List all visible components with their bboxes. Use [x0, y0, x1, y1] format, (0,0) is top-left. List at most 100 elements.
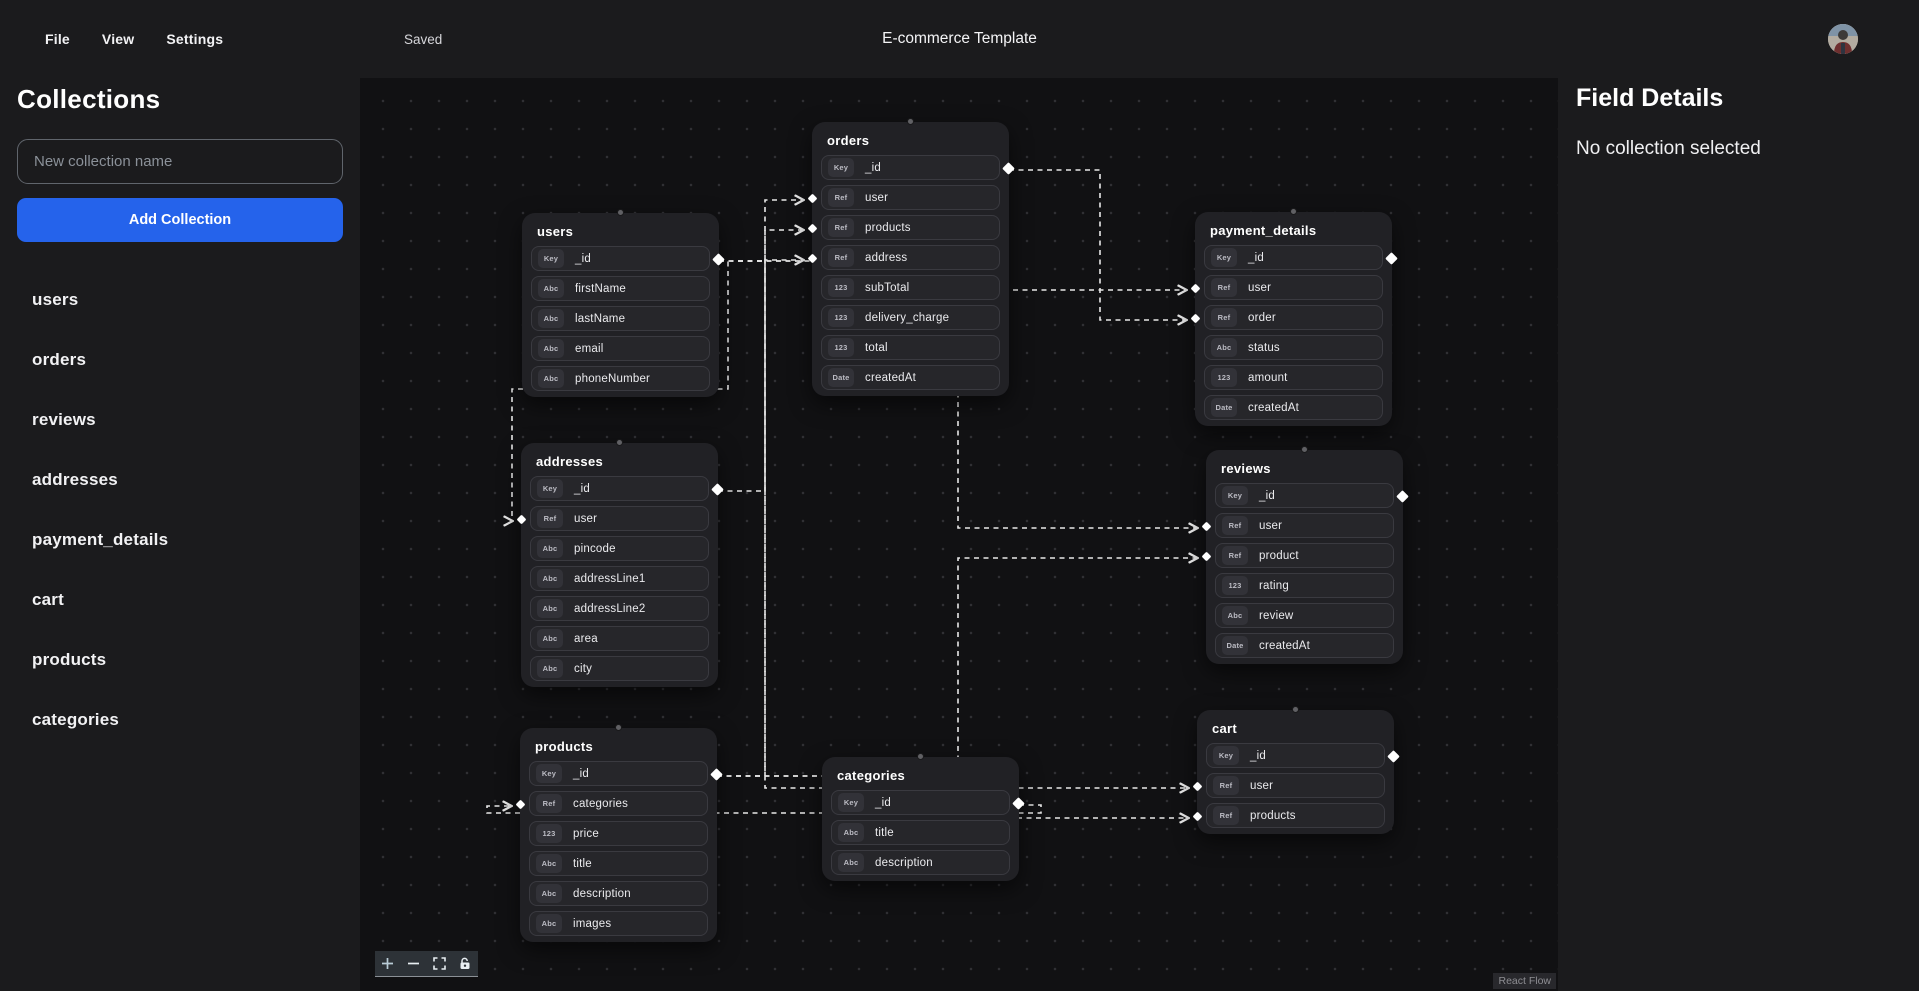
new-collection-input[interactable]	[17, 139, 343, 184]
field-row-cart-_id[interactable]: Key _id	[1206, 743, 1400, 768]
field-type-badge: Abc	[838, 823, 864, 842]
field-row-orders-createdAt[interactable]: Date createdAt	[821, 365, 1000, 390]
zoom-in-button[interactable]	[375, 951, 401, 976]
collection-node-reviews[interactable]: reviews Key _id Ref user Ref product 123 rating A…	[1201, 446, 1409, 664]
field-label: delivery_charge	[865, 311, 950, 324]
collection-node-categories[interactable]: categories Key _id Abc title Abc description	[822, 753, 1025, 881]
collection-item-cart[interactable]: cart	[32, 590, 64, 609]
lock-button[interactable]	[452, 951, 478, 976]
field-row-orders-address[interactable]: Ref address	[807, 245, 1000, 270]
node-top-handle[interactable]	[906, 118, 914, 125]
field-row-payment_details-_id[interactable]: Key _id	[1204, 245, 1398, 270]
field-row-products-title[interactable]: Abc title	[529, 851, 708, 876]
field-row-reviews-product[interactable]: Ref product	[1201, 543, 1394, 568]
field-row-users-lastName[interactable]: Abc lastName	[531, 306, 710, 331]
field-label: amount	[1248, 371, 1288, 384]
field-row-products-description[interactable]: Abc description	[529, 881, 708, 906]
field-type-badge: Abc	[536, 884, 562, 903]
react-flow-attribution[interactable]: React Flow	[1493, 973, 1556, 989]
field-row-orders-delivery_charge[interactable]: 123 delivery_charge	[821, 305, 1000, 330]
field-row-categories-title[interactable]: Abc title	[831, 820, 1010, 845]
field-type-badge: Abc	[537, 569, 563, 588]
field-row-orders-total[interactable]: 123 total	[821, 335, 1000, 360]
field-row-orders-user[interactable]: Ref user	[807, 185, 1000, 210]
collection-node-cart[interactable]: cart Key _id Ref user Ref products	[1192, 706, 1400, 834]
field-row-orders-products[interactable]: Ref products	[807, 215, 1000, 240]
node-top-handle[interactable]	[614, 724, 622, 731]
field-row-reviews-createdAt[interactable]: Date createdAt	[1215, 633, 1394, 658]
menu-view[interactable]: View	[101, 31, 135, 47]
schema-canvas[interactable]: users Key _id Abc firstName Abc lastName Abc ema…	[360, 78, 1558, 991]
menu-file[interactable]: File	[45, 31, 70, 47]
field-row-products-images[interactable]: Abc images	[529, 911, 708, 936]
field-row-payment_details-status[interactable]: Abc status	[1204, 335, 1383, 360]
collection-node-payment_details[interactable]: payment_details Key _id Ref user Ref order Abc s…	[1190, 208, 1398, 426]
node-top-handle[interactable]	[1289, 208, 1297, 215]
collection-item-users[interactable]: users	[32, 290, 79, 309]
field-type-badge: Abc	[537, 599, 563, 618]
field-type-badge: 123	[1211, 368, 1237, 387]
field-row-cart-user[interactable]: Ref user	[1192, 773, 1385, 798]
field-type-badge: Abc	[538, 339, 564, 358]
add-collection-button[interactable]: Add Collection	[17, 198, 343, 242]
collection-item-addresses[interactable]: addresses	[32, 470, 118, 489]
menu-settings[interactable]: Settings	[166, 31, 224, 47]
collection-item-products[interactable]: products	[32, 650, 107, 669]
field-row-payment_details-order[interactable]: Ref order	[1190, 305, 1383, 330]
field-row-reviews-user[interactable]: Ref user	[1201, 513, 1394, 538]
collection-node-users[interactable]: users Key _id Abc firstName Abc lastName Abc ema…	[522, 209, 725, 397]
fit-view-button[interactable]	[427, 951, 453, 976]
edge-users._id-to-cart.user	[719, 260, 1188, 788]
collection-node-orders[interactable]: orders Key _id Ref user Ref products Ref address…	[807, 118, 1015, 396]
field-label: title	[875, 826, 894, 839]
collection-item-reviews[interactable]: reviews	[32, 410, 96, 429]
field-type-badge: Ref	[1222, 546, 1248, 565]
node-top-handle[interactable]	[916, 753, 924, 760]
field-row-users-phoneNumber[interactable]: Abc phoneNumber	[531, 366, 710, 391]
field-row-cart-products[interactable]: Ref products	[1192, 803, 1385, 828]
field-row-payment_details-amount[interactable]: 123 amount	[1204, 365, 1383, 390]
field-row-users-firstName[interactable]: Abc firstName	[531, 276, 710, 301]
node-top-handle[interactable]	[616, 209, 624, 216]
field-row-addresses-_id[interactable]: Key _id	[530, 476, 724, 501]
field-type-badge: Key	[828, 158, 854, 177]
field-row-addresses-user[interactable]: Ref user	[516, 506, 709, 531]
lock-icon	[460, 957, 470, 969]
field-row-products-price[interactable]: 123 price	[529, 821, 708, 846]
field-row-payment_details-user[interactable]: Ref user	[1190, 275, 1383, 300]
field-row-addresses-addressLine2[interactable]: Abc addressLine2	[530, 596, 709, 621]
field-label: product	[1259, 549, 1299, 562]
field-row-categories-description[interactable]: Abc description	[831, 850, 1010, 875]
field-row-products-_id[interactable]: Key _id	[529, 761, 723, 786]
field-row-orders-subTotal[interactable]: 123 subTotal	[821, 275, 1000, 300]
field-label: review	[1259, 609, 1294, 622]
collection-item-payment_details[interactable]: payment_details	[32, 530, 169, 549]
field-row-categories-_id[interactable]: Key _id	[831, 790, 1025, 815]
field-row-addresses-pincode[interactable]: Abc pincode	[530, 536, 709, 561]
node-top-handle[interactable]	[615, 439, 623, 446]
field-type-badge: Key	[538, 249, 564, 268]
field-row-products-categories[interactable]: Ref categories	[515, 791, 708, 816]
node-top-handle[interactable]	[1291, 706, 1299, 713]
field-row-addresses-city[interactable]: Abc city	[530, 656, 709, 681]
field-row-users-_id[interactable]: Key _id	[531, 246, 725, 271]
user-avatar[interactable]	[1828, 24, 1858, 54]
collection-node-addresses[interactable]: addresses Key _id Ref user Abc pincode Abc addre…	[516, 439, 724, 687]
field-row-payment_details-createdAt[interactable]: Date createdAt	[1204, 395, 1383, 420]
collection-node-products[interactable]: products Key _id Ref categories 123 price Abc ti…	[515, 724, 723, 942]
field-row-orders-_id[interactable]: Key _id	[821, 155, 1015, 180]
collection-item-orders[interactable]: orders	[32, 350, 87, 369]
field-row-addresses-addressLine1[interactable]: Abc addressLine1	[530, 566, 709, 591]
collection-item-categories[interactable]: categories	[32, 710, 120, 729]
field-row-reviews-rating[interactable]: 123 rating	[1215, 573, 1394, 598]
node-top-handle[interactable]	[1300, 446, 1308, 453]
field-row-reviews-review[interactable]: Abc review	[1215, 603, 1394, 628]
field-row-reviews-_id[interactable]: Key _id	[1215, 483, 1409, 508]
field-type-badge: Ref	[1213, 776, 1239, 795]
field-row-addresses-area[interactable]: Abc area	[530, 626, 709, 651]
zoom-out-button[interactable]	[401, 951, 427, 976]
field-label: _id	[574, 482, 590, 495]
field-label: addressLine1	[574, 572, 646, 585]
field-row-users-email[interactable]: Abc email	[531, 336, 710, 361]
field-label: status	[1248, 341, 1280, 354]
